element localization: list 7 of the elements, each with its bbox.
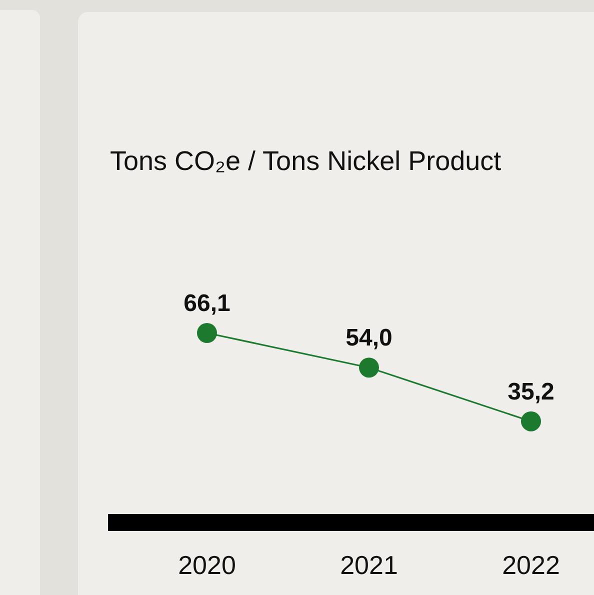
x-tick-label: 2020 bbox=[178, 550, 236, 580]
x-tick-label: 2021 bbox=[340, 550, 398, 580]
data-label: 35,2 bbox=[508, 378, 554, 406]
chart-subtitle: Tons CO₂e / Tons Nickel Product bbox=[110, 146, 502, 176]
x-tick-label: 2022 bbox=[502, 550, 560, 580]
data-label: 66,1 bbox=[184, 290, 230, 317]
data-label: 54,0 bbox=[346, 324, 392, 352]
